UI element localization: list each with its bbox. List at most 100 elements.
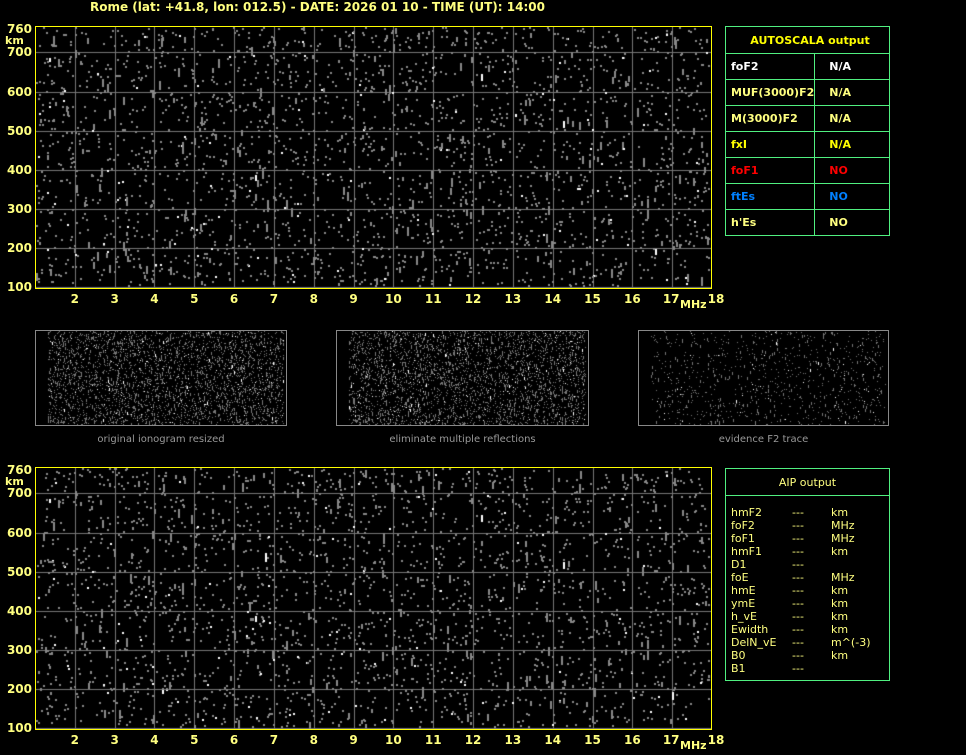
y-tick-label: 300 (6, 642, 32, 657)
aip-value: --- (792, 649, 804, 662)
autoscala-row: foF1 NO (724, 157, 890, 184)
aip-value: --- (792, 545, 804, 558)
aip-label: h_vE (731, 610, 757, 623)
aip-output-panel: AIP output hmF2 --- km foF2 --- MHz foF1 --- MHz… (725, 468, 890, 681)
aip-row: foF2 --- MHz (726, 519, 889, 532)
autoscala-row: foF2 N/A (724, 53, 890, 80)
x-tick-label: 14 (544, 733, 562, 747)
aip-unit: m^(-3) (831, 636, 871, 649)
aip-row: foF1 --- MHz (726, 532, 889, 545)
aip-row: D1 --- (726, 558, 889, 571)
autoscala-table: AUTOSCALA output foF2 N/A MUF(3000)F2 N/A M(… (724, 26, 890, 236)
autoscala-value: NO (814, 183, 890, 210)
x-tick-label: 9 (349, 733, 358, 747)
x-tick-label: 17 (662, 292, 680, 306)
aip-value: --- (792, 636, 804, 649)
aip-label: ymE (731, 597, 756, 610)
aip-value: --- (792, 662, 804, 675)
x-tick-label: 9 (349, 292, 358, 306)
aip-label: B0 (731, 649, 746, 662)
x-tick-label: 3 (110, 292, 119, 306)
aip-label: hmE (731, 584, 756, 597)
ionogram-top (35, 26, 712, 289)
x-tick-label: 3 (110, 733, 119, 747)
aip-label: foF2 (731, 519, 755, 532)
aip-row: hmF2 --- km (726, 506, 889, 519)
y-tick-label: 300 (6, 201, 32, 216)
aip-label: DelN_vE (731, 636, 777, 649)
autoscala-label: M(3000)F2 (724, 105, 816, 132)
aip-value: --- (792, 623, 804, 636)
aip-value: --- (792, 519, 804, 532)
autoscala-value: N/A (814, 53, 890, 80)
aip-row: B1 --- (726, 662, 889, 675)
autoscala-label: foF1 (724, 157, 816, 184)
aip-label: hmF1 (731, 545, 763, 558)
x-tick-label: 5 (190, 292, 199, 306)
aip-value: --- (792, 506, 804, 519)
x-tick-label: 11 (424, 733, 442, 747)
autoscala-header: AUTOSCALA output (725, 26, 890, 54)
aip-row: hmE --- km (726, 584, 889, 597)
x-tick-label: 12 (464, 733, 482, 747)
x-tick-label: 17 (662, 733, 680, 747)
autoscala-row: h'Es NO (724, 209, 890, 236)
autoscala-label: h'Es (724, 209, 816, 236)
thumbnail-label: eliminate multiple reflections (389, 434, 536, 445)
y-tick-label: 600 (6, 84, 32, 99)
aip-value: --- (792, 597, 804, 610)
aip-label: Ewidth (731, 623, 769, 636)
aip-unit: km (831, 545, 849, 558)
aip-row: foE --- MHz (726, 571, 889, 584)
x-tick-label: 13 (504, 292, 522, 306)
aip-label: hmF2 (731, 506, 763, 519)
aip-unit: km (831, 597, 849, 610)
x-tick-label: 4 (150, 733, 159, 747)
y-unit-label: km (5, 34, 24, 47)
x-tick-label: 10 (385, 292, 402, 306)
y-tick-label: 100 (6, 280, 32, 294)
y-tick-label: 200 (6, 681, 32, 696)
aip-unit: MHz (831, 532, 855, 545)
x-tick-label: 14 (544, 292, 562, 306)
x-tick-label: 16 (623, 733, 641, 747)
aip-label: B1 (731, 662, 746, 675)
autoscala-value: N/A (814, 131, 890, 158)
autoscala-label: foF2 (724, 53, 816, 80)
x-tick-label: 15 (584, 292, 601, 306)
aip-label: foF1 (731, 532, 755, 545)
aip-row: hmF1 --- km (726, 545, 889, 558)
autoscala-row: fxI N/A (724, 131, 890, 158)
x-tick-label: 18 (707, 292, 725, 306)
autoscala-row: ftEs NO (724, 183, 890, 210)
y-tick-label: 400 (6, 162, 32, 177)
x-tick-label: 11 (424, 292, 442, 306)
aip-unit: km (831, 649, 849, 662)
x-tick-label: 10 (385, 733, 402, 747)
x-tick-label: 5 (190, 733, 199, 747)
autoscala-value: N/A (814, 79, 890, 106)
aip-label: foE (731, 571, 749, 584)
x-tick-label: 6 (229, 733, 239, 747)
aip-header: AIP output (726, 469, 889, 496)
y-tick-label: 760 (6, 22, 32, 36)
x-tick-label: 2 (70, 733, 79, 747)
y-tick-label: 700 (6, 45, 32, 60)
x-unit-label: MHz (680, 298, 707, 311)
aip-row: ymE --- km (726, 597, 889, 610)
autoscala-row: MUF(3000)F2 N/A (724, 79, 890, 106)
autoscala-label: fxI (724, 131, 816, 158)
x-tick-label: 2 (70, 292, 79, 306)
x-tick-label: 15 (584, 733, 601, 747)
aip-value: --- (792, 558, 804, 571)
aip-value: --- (792, 532, 804, 545)
thumbnail-evidence-f2 (638, 330, 889, 426)
x-unit-label: MHz (680, 739, 707, 752)
aip-value: --- (792, 610, 804, 623)
autoscala-value: NO (814, 157, 890, 184)
autoscala-value: NO (814, 209, 890, 236)
y-tick-label: 600 (6, 525, 32, 540)
x-tick-label: 13 (504, 733, 522, 747)
autoscala-row: M(3000)F2 N/A (724, 105, 890, 132)
aip-unit: MHz (831, 571, 855, 584)
